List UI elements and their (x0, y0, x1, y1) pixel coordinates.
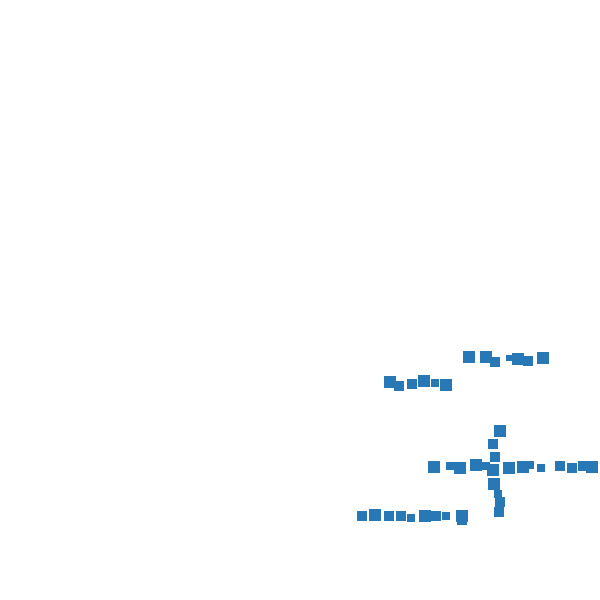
upper-right-row-square-4 (506, 355, 512, 361)
center-right-row-square-1 (428, 461, 440, 473)
vertical-column-square-8 (494, 507, 504, 517)
vertical-column-square-6 (494, 490, 502, 498)
lower-left-row-square-10 (457, 515, 467, 525)
middle-left-row-square-6 (440, 379, 452, 391)
lower-left-row-square-8 (442, 512, 450, 520)
lower-left-row-square-2 (369, 509, 381, 521)
center-right-row-square-11 (567, 463, 577, 473)
vertical-column-square-7 (495, 497, 505, 507)
middle-left-row-group (384, 375, 452, 391)
center-right-row-group (428, 459, 598, 474)
middle-left-row-square-3 (407, 379, 417, 389)
vertical-column-square-4 (487, 464, 499, 476)
lower-left-row-square-3 (384, 511, 394, 521)
vertical-column-square-2 (488, 439, 498, 449)
center-right-row-square-9 (537, 464, 545, 472)
middle-left-row-square-4 (418, 375, 430, 387)
center-right-row-square-8 (526, 461, 534, 469)
center-right-row-square-4 (470, 459, 482, 471)
middle-left-row-square-1 (384, 376, 396, 388)
vertical-column-group (487, 425, 506, 517)
upper-right-row-square-6 (523, 356, 533, 366)
lower-left-row-square-4 (396, 511, 406, 521)
center-right-row-square-10 (555, 461, 565, 471)
upper-right-row-square-7 (537, 352, 549, 364)
center-right-row-square-13 (586, 461, 598, 473)
lower-left-row-square-6 (419, 510, 431, 522)
center-right-row-square-5 (482, 462, 490, 470)
lower-left-row-square-7 (431, 511, 441, 521)
middle-left-row-square-2 (394, 381, 404, 391)
upper-right-row-group (463, 351, 549, 367)
lower-left-row-square-5 (407, 514, 415, 522)
center-right-row-square-2 (446, 462, 454, 470)
vertical-column-square-5 (488, 478, 500, 490)
upper-right-row-square-1 (463, 351, 475, 363)
vertical-column-square-3 (490, 452, 500, 462)
upper-right-row-square-5 (512, 353, 524, 365)
lower-left-row-square-1 (357, 511, 367, 521)
center-right-row-square-6 (503, 462, 515, 474)
center-right-row-square-12 (578, 461, 588, 471)
upper-right-row-square-3 (490, 357, 500, 367)
vertical-column-square-1 (494, 425, 506, 437)
upper-right-row-square-2 (480, 351, 492, 363)
center-right-row-square-3 (454, 462, 466, 474)
lower-left-row-group (357, 509, 468, 525)
middle-left-row-square-5 (431, 379, 439, 387)
